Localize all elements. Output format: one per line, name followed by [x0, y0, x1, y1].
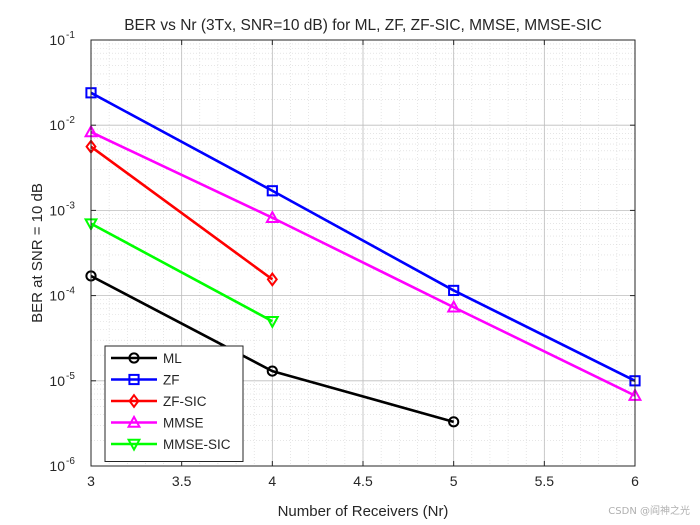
y-tick-label: 10: [49, 202, 65, 218]
y-tick-label: 10: [49, 32, 65, 48]
legend-label: ZF-SIC: [163, 394, 207, 409]
x-axis-label: Number of Receivers (Nr): [278, 503, 449, 520]
y-tick-exponent: -3: [66, 200, 75, 211]
data-point-zf: [266, 185, 278, 197]
legend-marker: [128, 393, 140, 409]
legend-box: [104, 345, 244, 462]
legend: ML ZF ZF-SIC MMSE MMSE-SIC: [104, 345, 244, 462]
x-tick-label: 3.5: [172, 473, 192, 489]
y-tick-exponent: -4: [66, 286, 75, 297]
legend-label: MMSE: [163, 416, 204, 431]
tick-labels: 3 3.5 4 4.5 5 5.5 610-610-510-410-310-210-1: [49, 30, 639, 489]
legend-label: ZF: [163, 373, 180, 388]
x-tick-label: 6: [631, 473, 639, 489]
chart-title: BER vs Nr (3Tx, SNR=10 dB) for ML, ZF, Z…: [124, 17, 602, 34]
x-tick-label: 3: [87, 473, 95, 489]
data-point-ml: [448, 416, 460, 428]
series-line-mmse: [90, 130, 636, 397]
y-tick-exponent: -2: [66, 115, 75, 126]
y-tick-exponent: -5: [66, 371, 75, 382]
y-tick-exponent: -6: [66, 456, 75, 467]
y-tick-label: 10: [49, 458, 65, 474]
series-line-ml: [90, 274, 455, 424]
legend-item-ml: ML: [111, 351, 182, 366]
data-point-zf-sic: [266, 271, 278, 287]
series-layer: [83, 87, 643, 428]
data-point-mmse: [265, 210, 280, 223]
legend-item-zf: ZF: [111, 373, 180, 388]
data-point-mmse: [446, 299, 461, 313]
y-tick-exponent: -1: [66, 30, 75, 41]
legend-label: ML: [163, 351, 182, 366]
axes: [90, 39, 636, 467]
legend-item-mmse: MMSE: [111, 414, 204, 431]
data-point-mmse-sic: [265, 316, 280, 329]
series-line-zf: [90, 91, 636, 382]
x-tick-label: 4: [268, 473, 276, 489]
watermark: CSDN @阎神之光: [608, 504, 690, 517]
y-axis-label: BER at SNR = 10 dB: [29, 183, 46, 323]
data-point-zf: [448, 284, 460, 297]
legend-marker: [126, 438, 142, 452]
legend-marker: [126, 414, 142, 428]
legend-item-zf-sic: ZF-SIC: [111, 393, 207, 409]
x-tick-label: 5.5: [535, 473, 555, 489]
legend-marker: [128, 352, 140, 364]
series-mmse: [83, 124, 643, 401]
data-point-ml: [266, 365, 278, 377]
legend-label: MMSE-SIC: [163, 437, 231, 452]
legend-item-mmse-sic: MMSE-SIC: [111, 437, 231, 452]
y-tick-label: 10: [49, 288, 65, 304]
y-tick-label: 10: [49, 373, 65, 389]
y-tick-label: 10: [49, 117, 65, 133]
series-line-mmse-sic: [90, 222, 273, 323]
legend-marker: [128, 373, 140, 386]
series-line-zf-sic: [90, 145, 274, 281]
x-tick-label: 5: [450, 473, 458, 489]
x-tick-label: 4.5: [353, 473, 373, 489]
